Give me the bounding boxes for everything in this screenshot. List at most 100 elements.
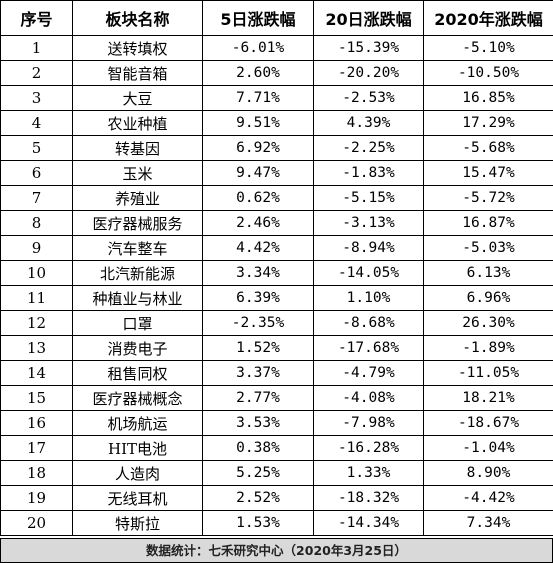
cell-ytd-change: 7.34%: [424, 511, 553, 536]
cell-20d-change: -3.13%: [314, 211, 424, 236]
cell-index: 10: [1, 261, 73, 286]
cell-index: 2: [1, 61, 73, 86]
cell-5d-change: 3.53%: [203, 411, 314, 436]
cell-sector-name: 消费电子: [73, 336, 203, 361]
cell-sector-name: 大豆: [73, 86, 203, 111]
cell-index: 4: [1, 111, 73, 136]
cell-ytd-change: -10.50%: [424, 61, 553, 86]
cell-sector-name: 北汽新能源: [73, 261, 203, 286]
cell-20d-change: -14.05%: [314, 261, 424, 286]
cell-index: 13: [1, 336, 73, 361]
header-row: 序号 板块名称 5日涨跌幅 20日涨跌幅 2020年涨跌幅: [1, 1, 553, 36]
header-ytd-change: 2020年涨跌幅: [424, 1, 553, 36]
cell-20d-change: 4.39%: [314, 111, 424, 136]
cell-20d-change: -8.68%: [314, 311, 424, 336]
cell-20d-change: -15.39%: [314, 36, 424, 61]
cell-index: 9: [1, 236, 73, 261]
cell-5d-change: 2.52%: [203, 486, 314, 511]
cell-index: 7: [1, 186, 73, 211]
cell-20d-change: -8.94%: [314, 236, 424, 261]
cell-5d-change: 6.39%: [203, 286, 314, 311]
cell-index: 16: [1, 411, 73, 436]
cell-index: 17: [1, 436, 73, 461]
cell-index: 12: [1, 311, 73, 336]
cell-ytd-change: 6.96%: [424, 286, 553, 311]
cell-5d-change: 2.46%: [203, 211, 314, 236]
cell-sector-name: 特斯拉: [73, 511, 203, 536]
cell-index: 5: [1, 136, 73, 161]
cell-5d-change: 7.71%: [203, 86, 314, 111]
cell-20d-change: 1.33%: [314, 461, 424, 486]
cell-ytd-change: 17.29%: [424, 111, 553, 136]
cell-ytd-change: -5.68%: [424, 136, 553, 161]
cell-20d-change: -14.34%: [314, 511, 424, 536]
cell-ytd-change: -1.04%: [424, 436, 553, 461]
cell-sector-name: 智能音箱: [73, 61, 203, 86]
cell-index: 15: [1, 386, 73, 411]
cell-20d-change: -5.15%: [314, 186, 424, 211]
cell-5d-change: 2.77%: [203, 386, 314, 411]
cell-ytd-change: -4.42%: [424, 486, 553, 511]
cell-20d-change: -1.83%: [314, 161, 424, 186]
cell-index: 1: [1, 36, 73, 61]
header-index: 序号: [1, 1, 73, 36]
header-sector-name: 板块名称: [73, 1, 203, 36]
cell-20d-change: -17.68%: [314, 336, 424, 361]
cell-5d-change: 4.42%: [203, 236, 314, 261]
cell-sector-name: 医疗器械服务: [73, 211, 203, 236]
cell-index: 14: [1, 361, 73, 386]
cell-ytd-change: 26.30%: [424, 311, 553, 336]
cell-ytd-change: 6.13%: [424, 261, 553, 286]
cell-20d-change: -20.20%: [314, 61, 424, 86]
header-20d-change: 20日涨跌幅: [314, 1, 424, 36]
cell-5d-change: 0.38%: [203, 436, 314, 461]
cell-sector-name: 汽车整车: [73, 236, 203, 261]
cell-20d-change: 1.10%: [314, 286, 424, 311]
cell-ytd-change: -1.89%: [424, 336, 553, 361]
cell-ytd-change: 18.21%: [424, 386, 553, 411]
cell-ytd-change: -11.05%: [424, 361, 553, 386]
cell-sector-name: 租售同权: [73, 361, 203, 386]
cell-20d-change: -16.28%: [314, 436, 424, 461]
cell-ytd-change: 8.90%: [424, 461, 553, 486]
cell-ytd-change: 15.47%: [424, 161, 553, 186]
cell-ytd-change: -18.67%: [424, 411, 553, 436]
cell-sector-name: 农业种植: [73, 111, 203, 136]
cell-5d-change: 9.47%: [203, 161, 314, 186]
cell-sector-name: 玉米: [73, 161, 203, 186]
cell-sector-name: 人造肉: [73, 461, 203, 486]
cell-ytd-change: 16.85%: [424, 86, 553, 111]
cell-sector-name: 养殖业: [73, 186, 203, 211]
cell-20d-change: -4.08%: [314, 386, 424, 411]
cell-5d-change: -2.35%: [203, 311, 314, 336]
cell-sector-name: 转基因: [73, 136, 203, 161]
cell-ytd-change: -5.72%: [424, 186, 553, 211]
cell-5d-change: 1.53%: [203, 511, 314, 536]
cell-20d-change: -7.98%: [314, 411, 424, 436]
cell-20d-change: -18.32%: [314, 486, 424, 511]
cell-5d-change: 2.60%: [203, 61, 314, 86]
cell-index: 6: [1, 161, 73, 186]
cell-index: 3: [1, 86, 73, 111]
cell-5d-change: -6.01%: [203, 36, 314, 61]
cell-20d-change: -2.25%: [314, 136, 424, 161]
cell-5d-change: 3.37%: [203, 361, 314, 386]
